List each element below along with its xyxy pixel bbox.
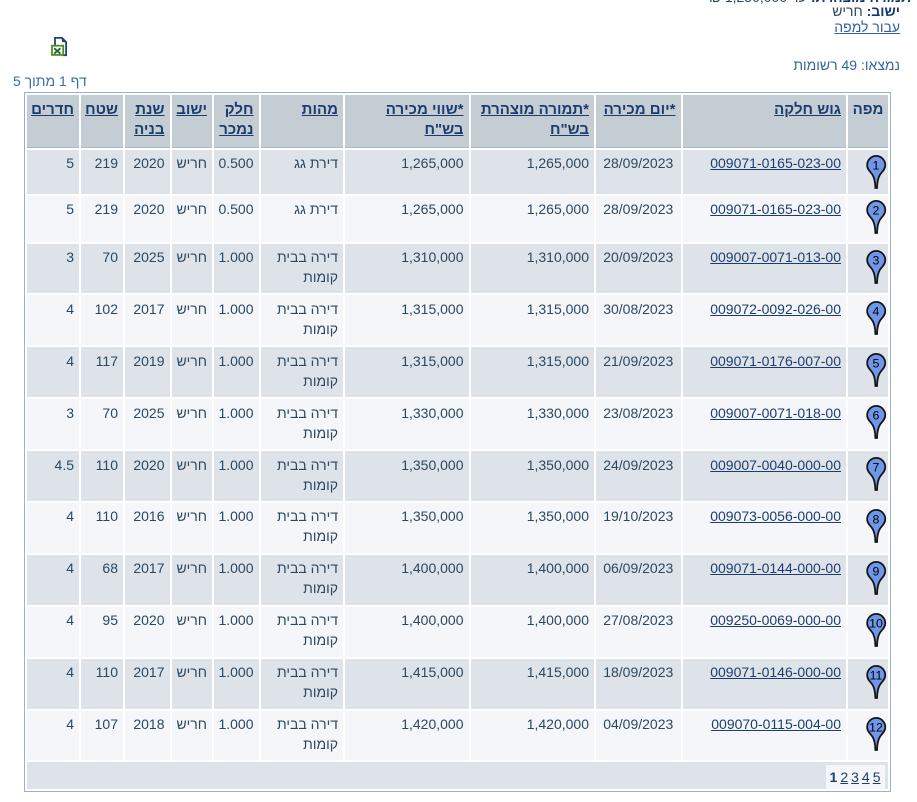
svg-text:6: 6 [872, 409, 879, 423]
svg-text:3: 3 [872, 253, 879, 267]
svg-text:5: 5 [872, 357, 879, 371]
svg-text:11: 11 [869, 668, 882, 682]
svg-text:10: 10 [869, 616, 883, 630]
svg-text:1: 1 [872, 158, 879, 172]
svg-text:7: 7 [872, 460, 879, 474]
svg-text:2: 2 [872, 203, 879, 217]
svg-text:9: 9 [872, 564, 879, 578]
svg-text:8: 8 [872, 512, 879, 526]
svg-text:4: 4 [872, 305, 879, 319]
svg-text:12: 12 [869, 720, 883, 734]
